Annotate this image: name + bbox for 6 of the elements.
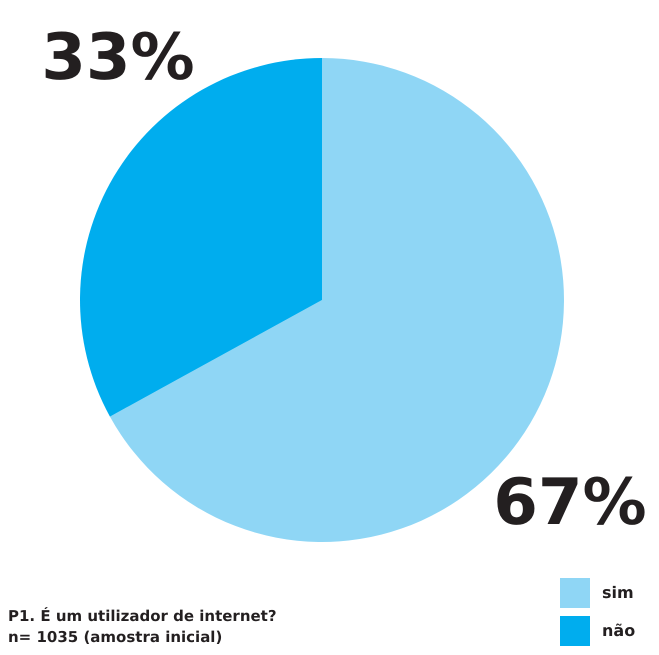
- data-label: 67%: [493, 466, 647, 540]
- legend-label: sim: [602, 583, 634, 602]
- text: n= 1035 (amostra inicial): [8, 627, 224, 648]
- text: P1. É um utilizador de internet?: [8, 606, 277, 627]
- legend-label: não: [602, 621, 636, 640]
- data-label: 33%: [41, 21, 195, 95]
